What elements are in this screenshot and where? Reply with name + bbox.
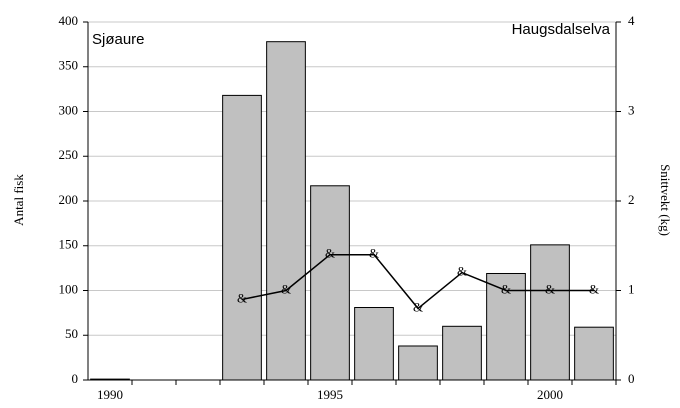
line-marker: & — [369, 246, 379, 261]
y-axis-label: Antal fisk — [11, 174, 26, 226]
y-tick-label: 50 — [65, 326, 78, 341]
line-marker: & — [545, 281, 555, 296]
y2-tick-label: 1 — [628, 281, 635, 296]
chart-title-right: Haugsdalselva — [512, 21, 611, 38]
line-marker: & — [237, 290, 247, 305]
y2-tick-label: 3 — [628, 102, 635, 117]
x-tick-label: 2000 — [537, 387, 563, 402]
y-tick-label: 350 — [59, 58, 79, 73]
bar — [222, 94, 262, 381]
y-tick-label: 200 — [59, 192, 79, 207]
bar — [398, 345, 438, 381]
y-tick-label: 100 — [59, 281, 79, 296]
y-tick-label: 300 — [59, 102, 79, 117]
line — [241, 253, 594, 310]
line-marker: & — [413, 299, 423, 314]
bar — [442, 325, 482, 381]
y-tick-label: 250 — [59, 147, 79, 162]
line-marker: & — [325, 246, 335, 261]
y-tick-label: 150 — [59, 237, 79, 252]
bar — [354, 307, 394, 381]
x-tick-label: 1990 — [97, 387, 123, 402]
bar — [574, 326, 614, 381]
bar — [530, 244, 570, 381]
y2-tick-label: 0 — [628, 371, 635, 386]
y-tick-label: 400 — [59, 13, 79, 28]
line-marker: & — [281, 281, 291, 296]
line-marker: & — [501, 281, 511, 296]
x-tick-label: 1995 — [317, 387, 343, 402]
y2-tick-label: 2 — [628, 192, 635, 207]
y2-tick-label: 4 — [628, 13, 635, 28]
bar — [266, 41, 306, 381]
chart-title-left: Sjøaure — [92, 31, 145, 48]
y2-axis-label: Snittvekt (kg) — [658, 164, 673, 236]
line-marker: & — [589, 281, 599, 296]
y-tick-label: 0 — [72, 371, 79, 386]
bar — [310, 185, 350, 381]
line-marker: & — [457, 264, 467, 279]
